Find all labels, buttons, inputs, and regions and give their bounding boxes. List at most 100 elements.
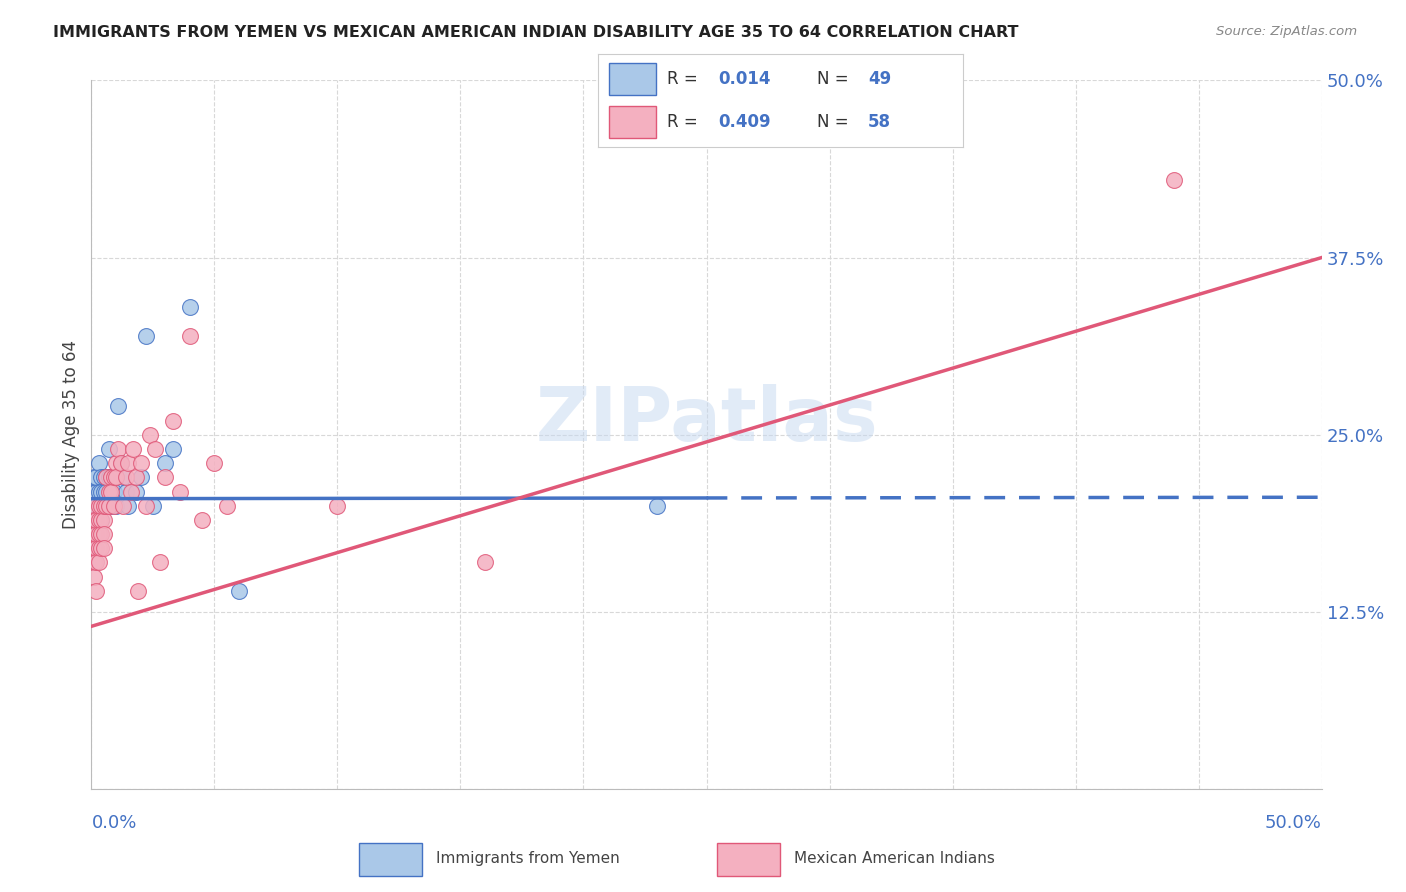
Point	[474, 556, 496, 570]
Point	[105, 470, 127, 484]
Point	[135, 499, 156, 513]
Point	[87, 484, 110, 499]
Point	[86, 513, 108, 527]
Point	[87, 527, 110, 541]
Point	[202, 456, 225, 470]
Point	[114, 470, 138, 484]
Point	[96, 499, 117, 513]
Point	[86, 470, 108, 484]
Point	[90, 527, 112, 541]
Point	[129, 456, 152, 470]
Point	[645, 499, 669, 513]
Point	[110, 456, 132, 470]
Point	[97, 499, 120, 513]
FancyBboxPatch shape	[359, 843, 422, 876]
Point	[90, 499, 112, 513]
Point	[83, 570, 105, 584]
Text: R =: R =	[666, 113, 703, 131]
Point	[87, 456, 110, 470]
Point	[107, 400, 129, 414]
Point	[162, 414, 184, 428]
Point	[86, 583, 108, 598]
Point	[149, 556, 172, 570]
Point	[87, 499, 110, 513]
Point	[90, 541, 112, 556]
Point	[93, 499, 115, 513]
Point	[103, 484, 125, 499]
Text: Immigrants from Yemen: Immigrants from Yemen	[436, 851, 620, 866]
Point	[97, 484, 120, 499]
Point	[83, 513, 105, 527]
Point	[142, 499, 165, 513]
Point	[83, 541, 105, 556]
Point	[1163, 172, 1185, 186]
Point	[87, 556, 110, 570]
Point	[326, 499, 349, 513]
Point	[83, 513, 105, 527]
Y-axis label: Disability Age 35 to 64: Disability Age 35 to 64	[62, 341, 80, 529]
Point	[124, 484, 146, 499]
Point	[90, 499, 112, 513]
Text: 0.014: 0.014	[718, 70, 770, 87]
Point	[90, 513, 112, 527]
FancyBboxPatch shape	[609, 63, 657, 95]
Point	[83, 527, 105, 541]
Point	[83, 541, 105, 556]
Point	[87, 513, 110, 527]
Point	[179, 300, 201, 314]
Point	[139, 428, 162, 442]
Point	[110, 456, 132, 470]
Point	[86, 527, 108, 541]
Point	[97, 442, 120, 456]
Point	[117, 456, 139, 470]
Point	[145, 442, 166, 456]
Point	[83, 499, 105, 513]
Point	[96, 499, 117, 513]
Point	[129, 470, 152, 484]
Point	[100, 470, 122, 484]
Point	[93, 541, 115, 556]
Text: 0.409: 0.409	[718, 113, 770, 131]
Point	[86, 556, 108, 570]
Point	[86, 541, 108, 556]
Point	[90, 513, 112, 527]
Point	[90, 484, 112, 499]
Point	[100, 470, 122, 484]
Point	[124, 470, 146, 484]
Point	[120, 484, 142, 499]
Point	[135, 328, 156, 343]
Point	[105, 499, 127, 513]
Point	[153, 470, 177, 484]
Point	[228, 583, 250, 598]
Point	[103, 499, 125, 513]
Point	[83, 484, 105, 499]
Point	[86, 513, 108, 527]
Point	[83, 470, 105, 484]
Text: ZIPatlas: ZIPatlas	[536, 384, 877, 458]
Text: Source: ZipAtlas.com: Source: ZipAtlas.com	[1216, 25, 1357, 38]
Point	[93, 499, 115, 513]
Point	[86, 527, 108, 541]
Point	[86, 499, 108, 513]
Point	[96, 470, 117, 484]
Point	[114, 484, 138, 499]
Text: 49: 49	[868, 70, 891, 87]
Point	[122, 442, 145, 456]
Point	[93, 527, 115, 541]
Point	[87, 527, 110, 541]
Point	[93, 513, 115, 527]
Point	[86, 484, 108, 499]
Point	[105, 456, 127, 470]
Text: N =: N =	[817, 70, 853, 87]
Point	[96, 484, 117, 499]
Point	[215, 499, 238, 513]
Point	[107, 442, 129, 456]
FancyBboxPatch shape	[717, 843, 780, 876]
Text: 50.0%: 50.0%	[1265, 814, 1322, 831]
Text: Mexican American Indians: Mexican American Indians	[794, 851, 995, 866]
Point	[83, 556, 105, 570]
Point	[87, 499, 110, 513]
Point	[112, 470, 135, 484]
Point	[179, 328, 201, 343]
Point	[162, 442, 184, 456]
